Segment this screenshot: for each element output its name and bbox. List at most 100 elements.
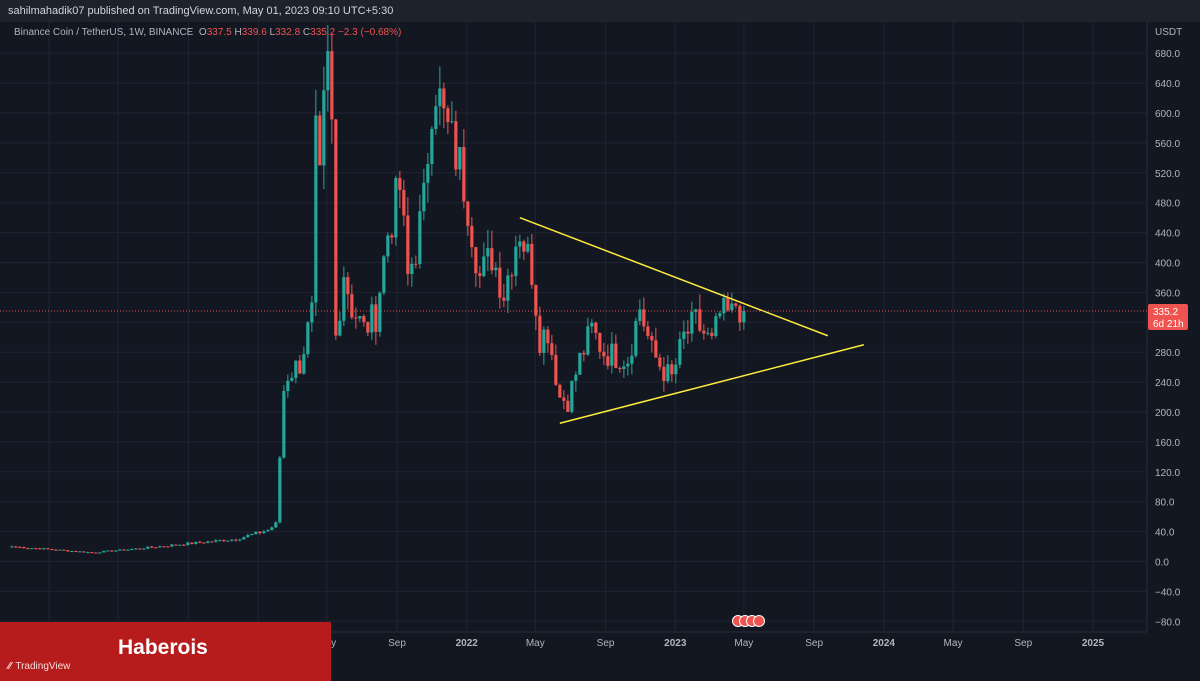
flag-icon[interactable]	[753, 615, 765, 627]
candle-body	[486, 248, 490, 257]
y-tick-label: 440.0	[1155, 229, 1180, 240]
candle-body	[574, 374, 578, 381]
candle-body	[522, 241, 526, 252]
candle-body	[154, 547, 158, 549]
candle-body	[298, 360, 302, 374]
x-tick-label: Sep	[1014, 638, 1032, 649]
candle-body	[722, 297, 726, 314]
y-tick-label: −80.0	[1155, 617, 1181, 628]
candle-body	[426, 163, 430, 183]
candle-body	[238, 539, 242, 541]
watermark-banner	[0, 622, 331, 681]
y-tick-label: 240.0	[1155, 378, 1180, 389]
candle-body	[506, 275, 510, 301]
candle-body	[670, 364, 674, 375]
candle-body	[654, 340, 658, 358]
candle-body	[362, 316, 366, 323]
candle-body	[634, 320, 638, 356]
price-tag-value: 335.2	[1153, 307, 1178, 318]
candle-body	[662, 366, 666, 382]
candle-body	[698, 309, 702, 331]
symbol-info: Binance Coin / TetherUS, 1W, BINANCE	[14, 27, 194, 38]
candle-body	[18, 546, 22, 548]
candle-body	[694, 309, 698, 312]
currency-label: USDT	[1155, 27, 1182, 38]
candle-body	[410, 263, 414, 274]
candle-body	[54, 549, 58, 551]
candle-body	[126, 549, 130, 551]
candle-body	[214, 540, 218, 542]
x-tick-label: 2023	[664, 638, 687, 649]
candle-body	[86, 552, 90, 554]
candle-body	[510, 275, 514, 277]
candle-body	[478, 273, 482, 276]
high-value: 339.6	[241, 27, 267, 38]
candle-body	[330, 51, 334, 120]
publish-line: sahilmahadik07 published on TradingView.…	[8, 5, 394, 17]
candle-body	[218, 540, 222, 542]
candle-body	[146, 546, 150, 549]
candle-body	[398, 178, 402, 191]
candle-body	[14, 546, 18, 548]
candle-body	[658, 357, 662, 367]
candle-body	[518, 241, 522, 247]
x-tick-label: May	[526, 638, 545, 649]
candle-body	[402, 190, 406, 216]
candle-body	[138, 548, 142, 550]
close-label: C	[302, 27, 311, 38]
candle-body	[578, 352, 582, 375]
event-flags[interactable]	[732, 615, 766, 629]
price-tag-bg	[1148, 303, 1188, 330]
candle-body	[558, 384, 562, 398]
candle-body	[206, 541, 210, 543]
x-tick-label: 2024	[873, 638, 896, 649]
candle-body	[166, 546, 170, 548]
candle-body	[738, 305, 742, 323]
candle-body	[714, 316, 718, 337]
candle-body	[526, 243, 530, 252]
candle-body	[498, 267, 502, 298]
candle-body	[366, 322, 370, 333]
candle-body	[246, 535, 250, 538]
candle-body	[130, 549, 134, 551]
candle-body	[494, 267, 498, 271]
x-tick-label: 2025	[1082, 638, 1105, 649]
candle-body	[222, 540, 226, 542]
y-tick-label: 80.0	[1155, 498, 1175, 509]
price-chart[interactable]: 680.0 640.0 600.0 560.0 520.0 480.0 440.0 400.0…	[0, 22, 1200, 681]
candle-body	[110, 550, 114, 552]
y-tick-label: 520.0	[1155, 169, 1180, 180]
candle-body	[62, 549, 66, 551]
candle-body	[598, 332, 602, 352]
candle-body	[174, 544, 178, 546]
candle-body	[566, 400, 570, 412]
y-tick-label: 40.0	[1155, 528, 1175, 539]
y-tick-label: 200.0	[1155, 408, 1180, 419]
candle-body	[686, 331, 690, 334]
candle-body	[50, 549, 54, 551]
candle-body	[630, 355, 634, 364]
candle-body	[186, 542, 190, 546]
candle-body	[682, 331, 686, 339]
candle-body	[646, 326, 650, 336]
candle-body	[78, 551, 82, 553]
tradingview-logo: ⁄⁄ TradingView	[8, 661, 70, 672]
candle-body	[726, 297, 730, 311]
candle-body	[66, 550, 70, 552]
candle-body	[194, 541, 198, 544]
x-tick-label: Sep	[597, 638, 615, 649]
x-tick-label: May	[734, 638, 753, 649]
candle-body	[622, 366, 626, 370]
y-tick-label: 280.0	[1155, 348, 1180, 359]
candle-body	[90, 552, 94, 554]
y-tick-label: 680.0	[1155, 49, 1180, 60]
trendline-lower	[559, 343, 865, 424]
candle-body	[134, 548, 138, 550]
candle-body	[266, 530, 270, 532]
candle-body	[678, 338, 682, 365]
candle-body	[690, 311, 694, 334]
candle-body	[406, 215, 410, 274]
candle-body	[318, 115, 322, 166]
candle-body	[358, 316, 362, 319]
candle-body	[562, 397, 566, 401]
